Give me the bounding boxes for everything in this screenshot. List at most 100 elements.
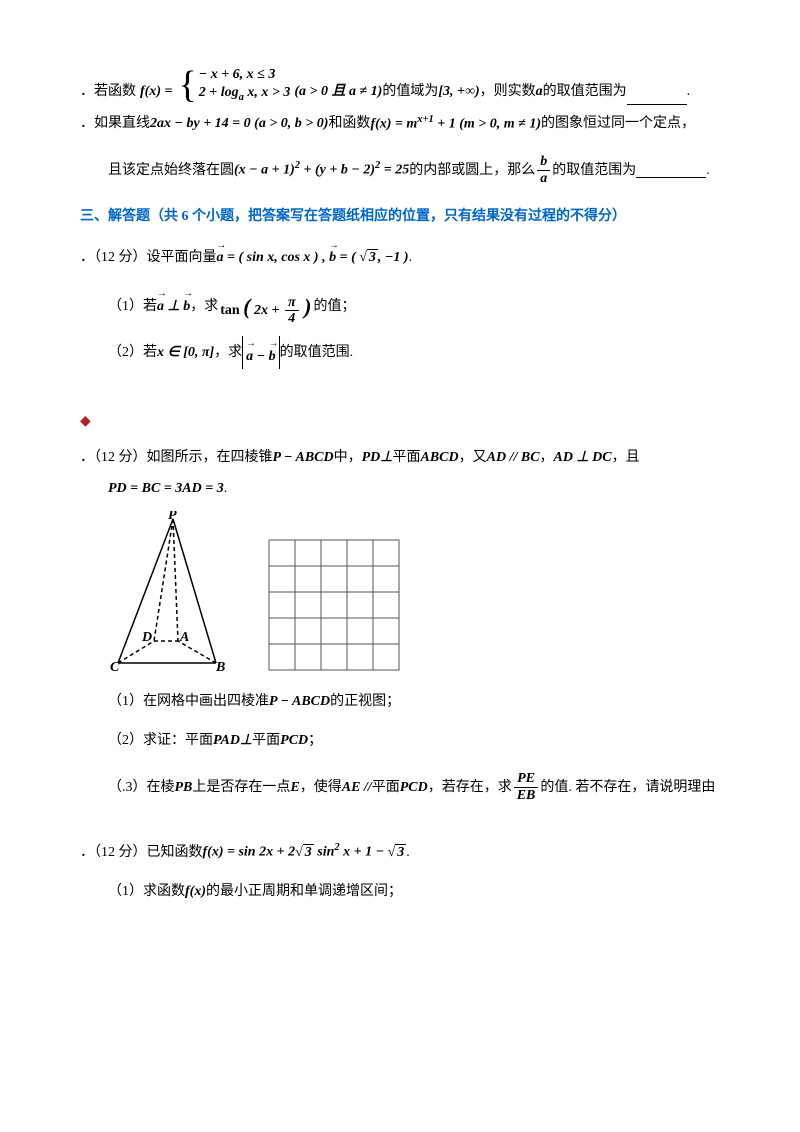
PCD: PCD — [400, 775, 428, 800]
PCD: PCD — [280, 728, 308, 753]
q18-part1: （1）在网格中画出四棱准 P − ABCD 的正视图； — [80, 689, 740, 714]
question-fill-2-line1: ．如果直线 2ax − by + 14 = 0 (a > 0, b > 0) 和… — [80, 111, 740, 137]
PAD: PAD — [213, 728, 240, 753]
q17-stem: ．（12 分）设平面向量 a = ( sin x, cos x ) , b = … — [80, 245, 740, 270]
text: 的值域为 — [382, 79, 438, 104]
fx: f(x) — [185, 879, 206, 904]
case2: 2 + loga x, x > 3 — [199, 84, 291, 104]
grid-figure — [268, 539, 400, 671]
answer-blank — [627, 90, 687, 105]
text: ，求 — [214, 340, 242, 365]
diamond-marker: ◆ — [80, 409, 740, 434]
pyramid-figure: P A B C D — [108, 511, 238, 671]
text: （1）若 — [108, 294, 157, 319]
q18-stem-line1: ．（12 分）如图所示，在四棱锥 P − ABCD 中， PD ⊥ 平面 ABC… — [80, 445, 740, 470]
text: ，使得 — [300, 775, 342, 800]
ABCD: ABCD — [421, 445, 459, 470]
perp: ⊥ — [380, 445, 392, 470]
text: （2）若 — [108, 340, 157, 365]
text: 和函数 — [328, 111, 370, 136]
text: ．（12 分）已知函数 — [80, 840, 203, 865]
cond: (a > 0 且 a ≠ 1) — [294, 79, 382, 104]
text: 的值. 若不存在，请说明理由 — [540, 775, 715, 800]
circle-eq: (x − a + 1)2 + (y + b − 2)2 = 25 — [234, 157, 409, 183]
text: ， — [540, 445, 554, 470]
text: 且该定点始终落在圆 — [108, 158, 234, 183]
frac-pe-eb: PE EB — [514, 771, 539, 803]
text: ，且 — [612, 445, 640, 470]
var-a: a — [536, 79, 543, 104]
x-domain: x ∈ [0, π] — [157, 340, 214, 365]
text: ，求 — [190, 294, 218, 319]
period: . — [687, 79, 691, 104]
text: 上是否存在一点 — [192, 775, 290, 800]
text: （1）在网格中画出四棱准 — [108, 689, 269, 714]
p-abcd: P − ABCD — [269, 689, 330, 714]
case1: − x + 6, x ≤ 3 — [199, 66, 291, 84]
text: 平面 — [252, 728, 280, 753]
text: 的正视图； — [330, 689, 400, 714]
text: 的图象恒过同一个定点， — [541, 111, 695, 136]
text: （2）求证：平面 — [108, 728, 213, 753]
label-B: B — [215, 660, 225, 671]
line-eq: 2ax − by + 14 = 0 (a > 0, b > 0) — [150, 111, 328, 136]
period: . — [409, 245, 413, 270]
range: [3, +∞) — [438, 79, 479, 104]
section-3-header: 三、解答题（共 6 个小题，把答案写在答题纸相应的位置，只有结果没有过程的不得分… — [80, 204, 740, 229]
brace: { — [178, 66, 196, 104]
abs-a-minus-b: a − b — [242, 336, 279, 369]
text: 的取值范围为 — [552, 158, 636, 183]
label-P: P — [168, 511, 177, 523]
fx-lhs: f(x) = — [140, 79, 172, 104]
text: 的内部或圆上，那么 — [409, 158, 535, 183]
text: 的最小正周期和单调递增区间； — [206, 879, 402, 904]
period: . — [706, 158, 710, 183]
period: . — [406, 840, 410, 865]
answer-blank — [636, 163, 706, 178]
text: （1）求函数 — [108, 879, 185, 904]
perp: ⊥ — [240, 728, 252, 753]
PD: PD — [362, 445, 381, 470]
question-fill-1: ．若函数 f(x) = { − x + 6, x ≤ 3 2 + loga x,… — [80, 66, 740, 105]
text: （.3）在棱 — [108, 775, 175, 800]
text: 的取值范围为 — [543, 79, 627, 104]
question-fill-2-line2: 且该定点始终落在圆 (x − a + 1)2 + (y + b − 2)2 = … — [80, 154, 740, 186]
text: ，若存在，求 — [428, 775, 512, 800]
text: 平面 — [372, 775, 400, 800]
text: 的值； — [313, 294, 355, 319]
text: ，则实数 — [480, 79, 536, 104]
frac-b-over-a: b a — [537, 154, 550, 186]
ADDC: AD ⊥ DC — [554, 445, 612, 470]
piecewise: { − x + 6, x ≤ 3 2 + loga x, x > 3 — [176, 66, 290, 105]
text: 的取值范围. — [280, 340, 354, 365]
a-perp-b: a ⊥ b — [157, 294, 190, 319]
text: 平面 — [393, 445, 421, 470]
E: E — [290, 775, 299, 800]
period: . — [224, 476, 228, 501]
q17-part1: （1）若 a ⊥ b ，求 tan ( 2x + π4 ) 的值； — [80, 287, 740, 327]
p-abcd: P − ABCD — [273, 445, 334, 470]
q19-part1: （1）求函数 f(x) 的最小正周期和单调递增区间； — [80, 879, 740, 904]
fx: f(x) = mx+1 + 1 (m > 0, m ≠ 1) — [370, 111, 541, 137]
q18-stem-line2: PD = BC = 3AD = 3 . — [80, 476, 740, 501]
q18-part3: （.3）在棱 PB 上是否存在一点 E ，使得 AE // 平面 PCD ，若存… — [80, 771, 740, 803]
fx: f(x) = sin 2x + 2√3 sin2 x + 1 − √3 — [203, 839, 407, 865]
q18-part2: （2）求证：平面 PAD ⊥ 平面 PCD ； — [80, 728, 740, 753]
tan: tan ( 2x + π4 ) — [220, 287, 311, 327]
text: ．如果直线 — [80, 111, 150, 136]
text: ； — [308, 728, 322, 753]
label-C: C — [110, 660, 120, 671]
text: ．若函数 — [80, 79, 136, 104]
q19-stem: ．（12 分）已知函数 f(x) = sin 2x + 2√3 sin2 x +… — [80, 839, 740, 865]
vec-a: a = ( sin x, cos x ) , b = ( √3, −1 ) — [217, 245, 409, 270]
ADBC: AD // BC — [487, 445, 540, 470]
label-D: D — [141, 630, 152, 645]
q18-figure-row: P A B C D — [80, 511, 740, 671]
label-A: A — [179, 630, 189, 645]
text: ，又 — [459, 445, 487, 470]
text: ．（12 分）设平面向量 — [80, 245, 217, 270]
text: ．（12 分）如图所示，在四棱锥 — [80, 445, 273, 470]
PB: PB — [175, 775, 193, 800]
eq: PD = BC = 3AD = 3 — [108, 476, 224, 501]
q17-part2: （2）若 x ∈ [0, π] ，求 a − b 的取值范围. — [80, 336, 740, 369]
